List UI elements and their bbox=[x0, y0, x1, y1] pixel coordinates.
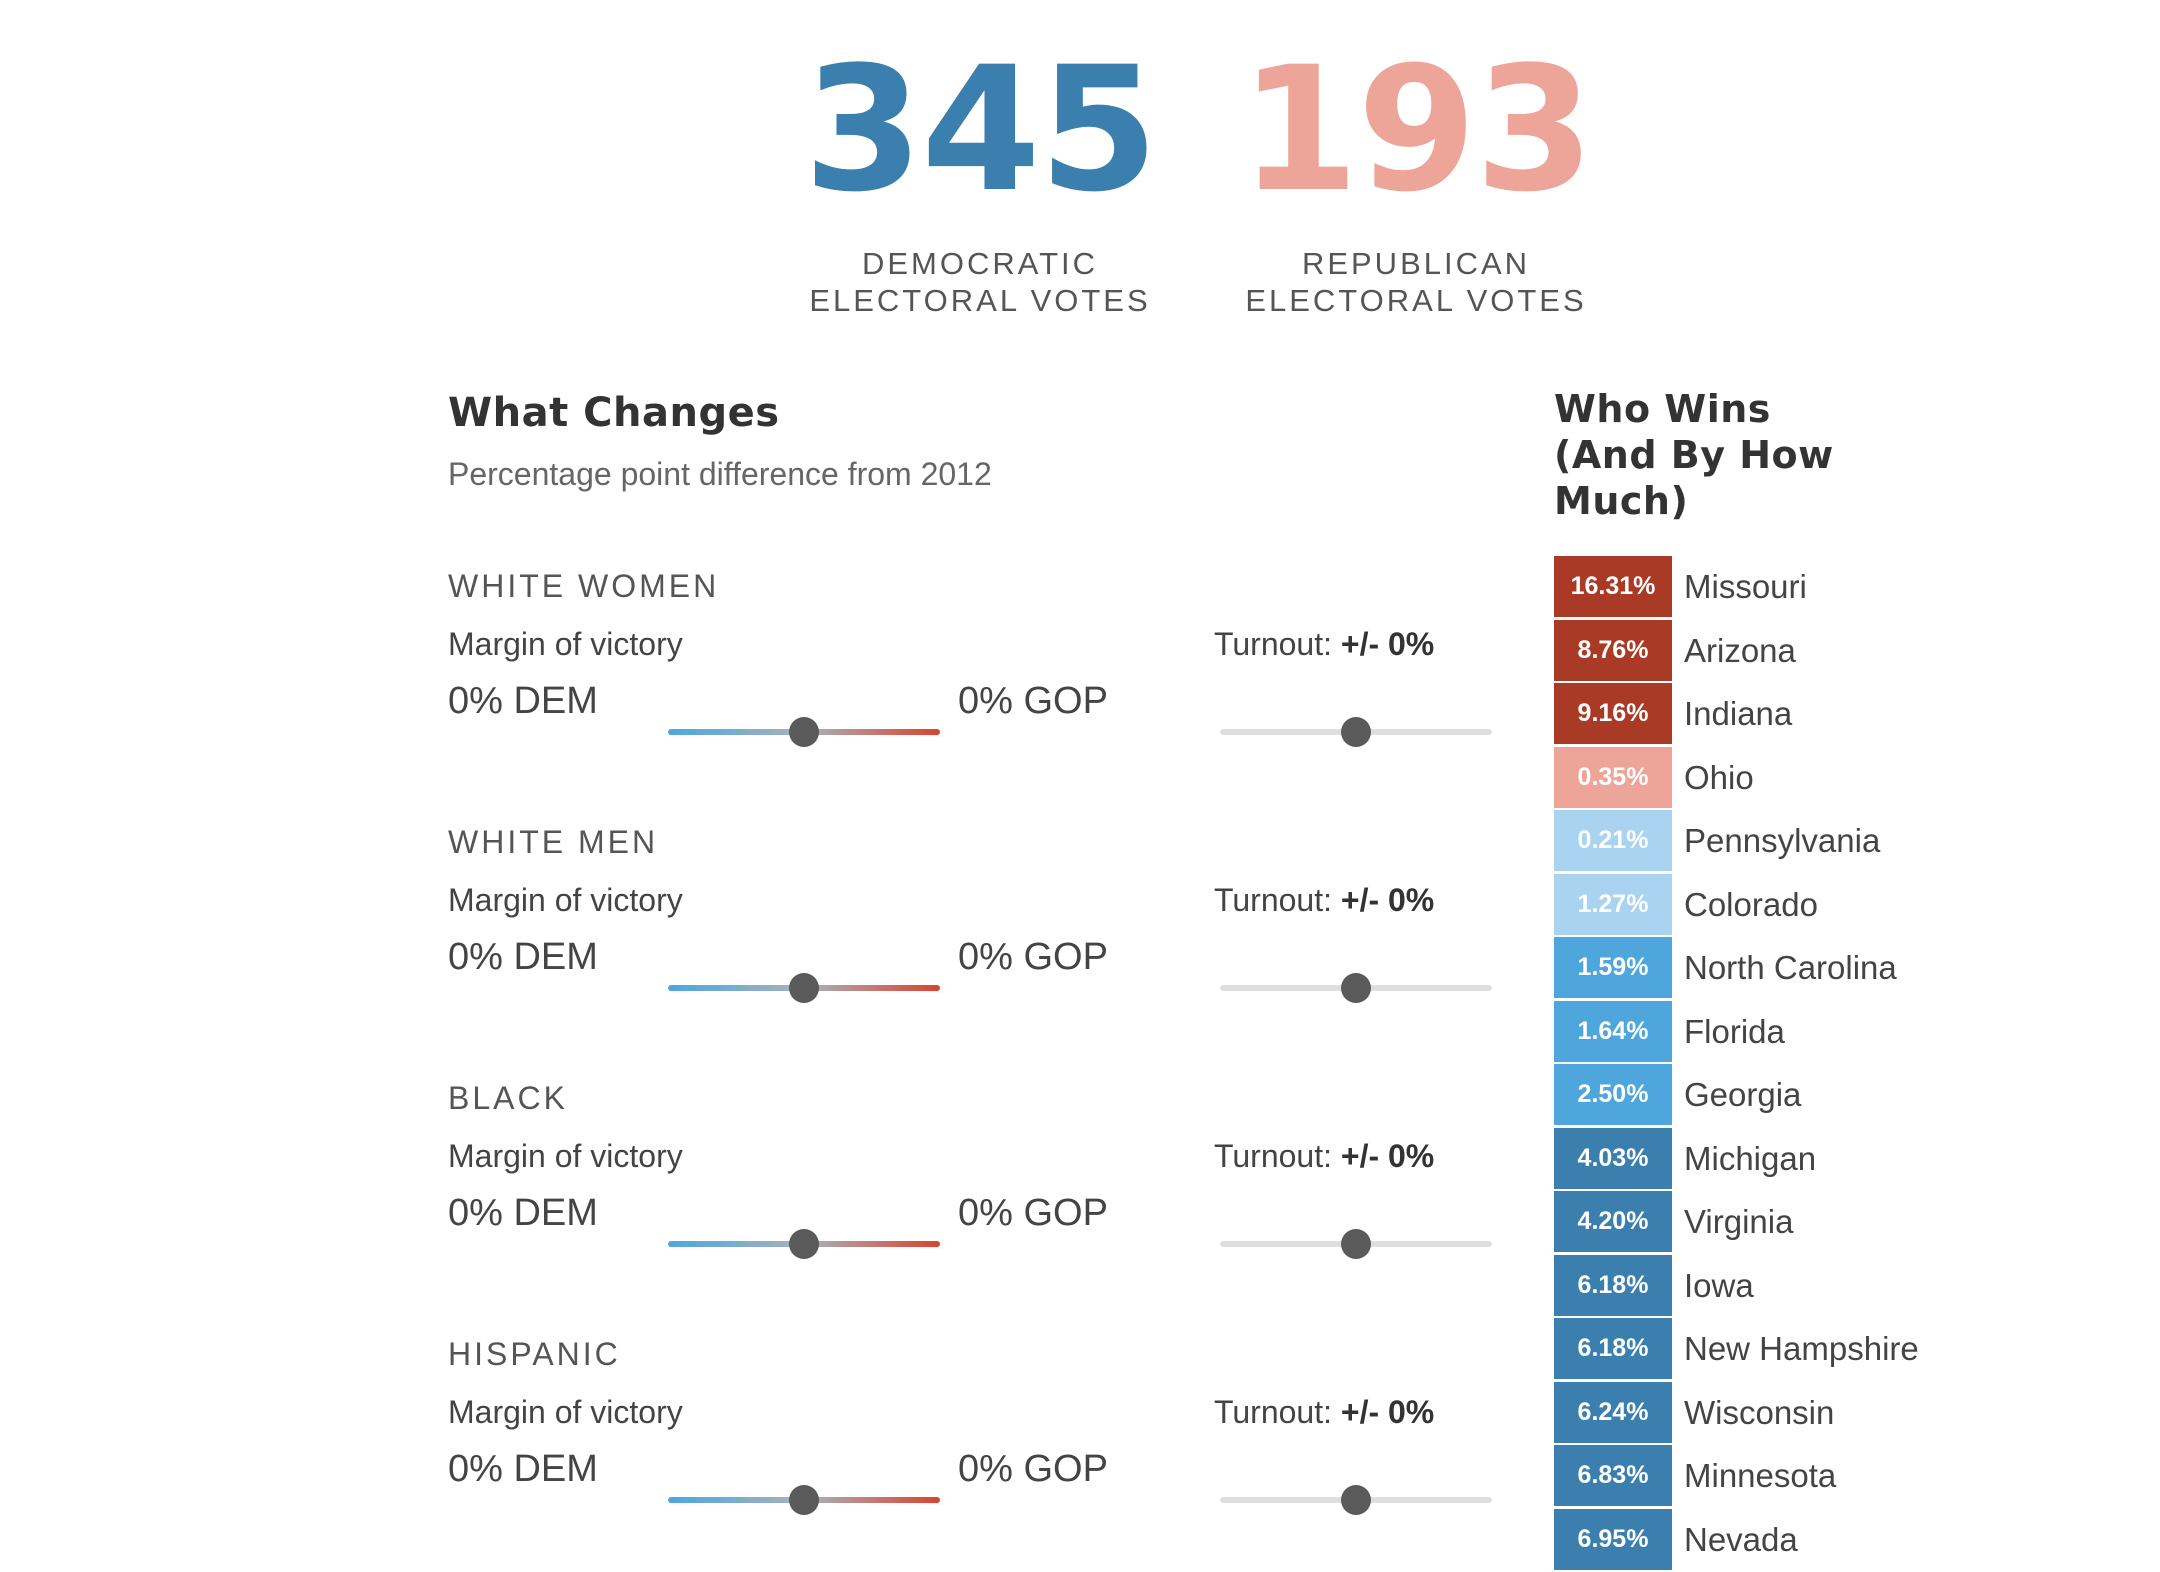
state-name: Indiana bbox=[1684, 695, 1793, 732]
who-wins-title-line2: (And By How bbox=[1554, 433, 1834, 477]
dem-electoral-votes-number: 345 bbox=[803, 29, 1158, 230]
margin-of-victory-label: Margin of victory bbox=[448, 882, 683, 918]
turnout-prefix: Turnout: bbox=[1214, 882, 1332, 918]
state-margin-badge: 0.21% bbox=[1554, 810, 1672, 871]
margin-slider-handle[interactable] bbox=[789, 1229, 819, 1259]
state-name: Ohio bbox=[1684, 758, 1754, 796]
turnout-slider[interactable] bbox=[1220, 1229, 1492, 1259]
state-margin-badge: 1.59% bbox=[1554, 937, 1672, 998]
turnout-label: Turnout: +/- 0% bbox=[1214, 882, 1434, 919]
turnout-slider-handle[interactable] bbox=[1341, 973, 1371, 1003]
what-changes-title: What Changes bbox=[448, 390, 780, 436]
state-name: Virginia bbox=[1684, 1203, 1794, 1240]
state-name: Pennsylvania bbox=[1684, 822, 1881, 859]
state-name: New Hampshire bbox=[1684, 1330, 1919, 1367]
state-name: Florida bbox=[1684, 1012, 1785, 1050]
state-margin-badge: 4.20% bbox=[1554, 1191, 1672, 1252]
turnout-label: Turnout: +/- 0% bbox=[1214, 1138, 1434, 1175]
turnout-value: +/- 0% bbox=[1340, 882, 1435, 918]
margin-of-victory-label: Margin of victory bbox=[448, 626, 683, 662]
group-white-women: WHITE WOMEN Margin of victory 0% DEM 0% GOP… bbox=[448, 568, 1508, 798]
margin-slider-handle[interactable] bbox=[789, 973, 819, 1003]
state-margin-badge: 0.35% bbox=[1554, 746, 1672, 808]
turnout-slider[interactable] bbox=[1220, 1485, 1492, 1515]
margin-slider[interactable] bbox=[668, 973, 940, 1003]
state-margin-badge: 4.03% bbox=[1554, 1127, 1672, 1189]
turnout-slider-handle[interactable] bbox=[1341, 717, 1371, 747]
turnout-slider[interactable] bbox=[1220, 973, 1492, 1003]
state-name: Arizona bbox=[1684, 631, 1796, 669]
group-white-men: WHITE MEN Margin of victory 0% DEM 0% GOP Tu… bbox=[448, 824, 1508, 1054]
turnout-slider[interactable] bbox=[1220, 717, 1492, 747]
dem-margin-value: 0% DEM bbox=[448, 1192, 598, 1234]
who-wins-title-line1: Who Wins bbox=[1554, 387, 1771, 431]
group-name: WHITE MEN bbox=[448, 824, 659, 860]
group-name: BLACK bbox=[448, 1080, 568, 1116]
state-margin-badge: 1.64% bbox=[1554, 1000, 1672, 1062]
dem-margin-value: 0% DEM bbox=[448, 936, 598, 978]
state-name: Colorado bbox=[1684, 885, 1818, 923]
turnout-prefix: Turnout: bbox=[1214, 626, 1332, 662]
margin-slider-handle[interactable] bbox=[789, 1485, 819, 1515]
gop-margin-value: 0% GOP bbox=[958, 680, 1108, 722]
dem-tally: 345 DEMOCRATIC ELECTORAL VOTES bbox=[770, 29, 1190, 319]
rep-label-line2: ELECTORAL VOTES bbox=[1245, 283, 1587, 318]
group-hispanic: HISPANIC Margin of victory 0% DEM 0% GOP Tur… bbox=[448, 1336, 1508, 1566]
turnout-value: +/- 0% bbox=[1340, 1394, 1435, 1430]
state-name: Nevada bbox=[1684, 1520, 1798, 1558]
rep-electoral-votes-number: 193 bbox=[1239, 29, 1594, 230]
state-margin-badge: 6.18% bbox=[1554, 1318, 1672, 1379]
margin-of-victory-label: Margin of victory bbox=[448, 1138, 683, 1174]
turnout-value: +/- 0% bbox=[1340, 1138, 1435, 1174]
margin-slider[interactable] bbox=[668, 1229, 940, 1259]
state-name: Wisconsin bbox=[1684, 1393, 1835, 1431]
group-black: BLACK Margin of victory 0% DEM 0% GOP Turnou… bbox=[448, 1080, 1508, 1310]
state-margin-badge: 6.95% bbox=[1554, 1508, 1672, 1570]
gop-margin-value: 0% GOP bbox=[958, 1192, 1108, 1234]
gop-margin-value: 0% GOP bbox=[958, 1448, 1108, 1490]
state-name: Georgia bbox=[1684, 1076, 1802, 1113]
state-margin-badge: 2.50% bbox=[1554, 1064, 1672, 1125]
state-margin-badge: 6.83% bbox=[1554, 1445, 1672, 1506]
margin-of-victory-label: Margin of victory bbox=[448, 1394, 683, 1430]
dem-label-line2: ELECTORAL VOTES bbox=[809, 283, 1151, 318]
state-name: North Carolina bbox=[1684, 949, 1897, 986]
state-margin-badge: 9.16% bbox=[1554, 683, 1672, 744]
state-name: Iowa bbox=[1684, 1266, 1754, 1304]
state-margin-badge: 6.18% bbox=[1554, 1254, 1672, 1316]
dem-label-line1: DEMOCRATIC bbox=[861, 246, 1099, 281]
dem-margin-value: 0% DEM bbox=[448, 1448, 598, 1490]
rep-electoral-votes-label: REPUBLICAN ELECTORAL VOTES bbox=[1206, 245, 1626, 319]
gop-margin-value: 0% GOP bbox=[958, 936, 1108, 978]
turnout-prefix: Turnout: bbox=[1214, 1138, 1332, 1174]
what-changes-subtitle: Percentage point difference from 2012 bbox=[448, 456, 992, 492]
turnout-slider-handle[interactable] bbox=[1341, 1485, 1371, 1515]
turnout-label: Turnout: +/- 0% bbox=[1214, 626, 1434, 663]
dem-margin-value: 0% DEM bbox=[448, 680, 598, 722]
state-margin-badge: 8.76% bbox=[1554, 619, 1672, 681]
state-name: Minnesota bbox=[1684, 1457, 1837, 1494]
state-margin-badge: 6.24% bbox=[1554, 1381, 1672, 1443]
group-name: HISPANIC bbox=[448, 1336, 621, 1372]
rep-label-line1: REPUBLICAN bbox=[1301, 246, 1531, 281]
turnout-prefix: Turnout: bbox=[1214, 1394, 1332, 1430]
state-name: Michigan bbox=[1684, 1139, 1817, 1177]
state-name: Missouri bbox=[1684, 568, 1807, 605]
turnout-slider-handle[interactable] bbox=[1341, 1229, 1371, 1259]
dem-electoral-votes-label: DEMOCRATIC ELECTORAL VOTES bbox=[770, 245, 1190, 319]
turnout-label: Turnout: +/- 0% bbox=[1214, 1394, 1434, 1431]
margin-slider[interactable] bbox=[668, 717, 940, 747]
margin-slider[interactable] bbox=[668, 1485, 940, 1515]
state-margin-badge: 1.27% bbox=[1554, 873, 1672, 935]
who-wins-title-line3: Much) bbox=[1554, 479, 1689, 523]
rep-tally: 193 REPUBLICAN ELECTORAL VOTES bbox=[1206, 29, 1626, 319]
state-margin-badge: 16.31% bbox=[1554, 556, 1672, 617]
turnout-value: +/- 0% bbox=[1340, 626, 1435, 662]
group-name: WHITE WOMEN bbox=[448, 568, 720, 604]
margin-slider-handle[interactable] bbox=[789, 717, 819, 747]
who-wins-title: Who Wins (And By How Much) bbox=[1554, 386, 1884, 524]
